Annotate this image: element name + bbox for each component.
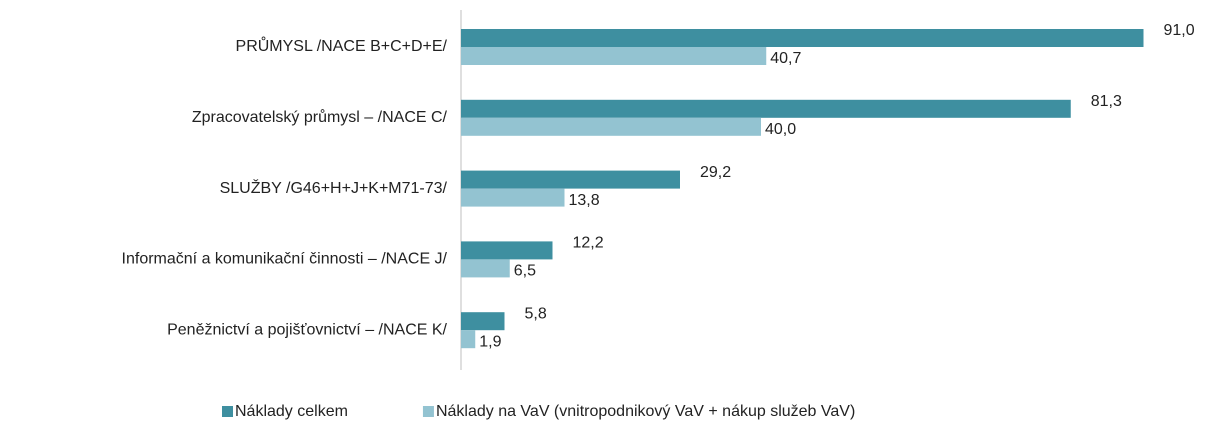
bar	[461, 99, 1071, 118]
legend-label: Náklady na VaV (vnitropodnikový VaV + ná…	[436, 403, 855, 420]
value-label: 81,3	[1091, 93, 1122, 110]
category-label: SLUŽBY /G46+H+J+K+M71-73/	[220, 178, 448, 197]
bar	[461, 330, 476, 349]
value-label: 91,0	[1164, 22, 1195, 39]
value-label: 40,0	[765, 121, 796, 138]
value-label: 1,9	[479, 333, 501, 350]
legend-label: Náklady celkem	[235, 403, 348, 420]
bar	[461, 47, 767, 65]
category-label: Informační a komunikační činnosti – /NAC…	[122, 251, 448, 268]
bar	[461, 259, 510, 278]
value-label: 12,2	[573, 235, 604, 252]
legend-swatch	[422, 406, 434, 417]
value-label: 40,7	[770, 50, 801, 67]
bar	[461, 312, 505, 331]
value-label: 29,2	[700, 164, 731, 181]
bar	[461, 29, 1144, 47]
category-label: PRŮMYSL /NACE B+C+D+E/	[236, 36, 448, 55]
value-label: 13,8	[569, 192, 600, 209]
bar	[461, 241, 553, 260]
category-label: Zpracovatelský průmysl – /NACE C/	[192, 108, 448, 126]
value-label: 6,5	[514, 263, 536, 280]
value-label: 5,8	[525, 305, 547, 322]
bar	[461, 170, 680, 189]
bar	[461, 188, 565, 207]
bar	[461, 117, 761, 136]
category-label: Peněžnictví a pojišťovnictví – /NACE K/	[167, 321, 447, 338]
legend-swatch	[222, 406, 233, 417]
